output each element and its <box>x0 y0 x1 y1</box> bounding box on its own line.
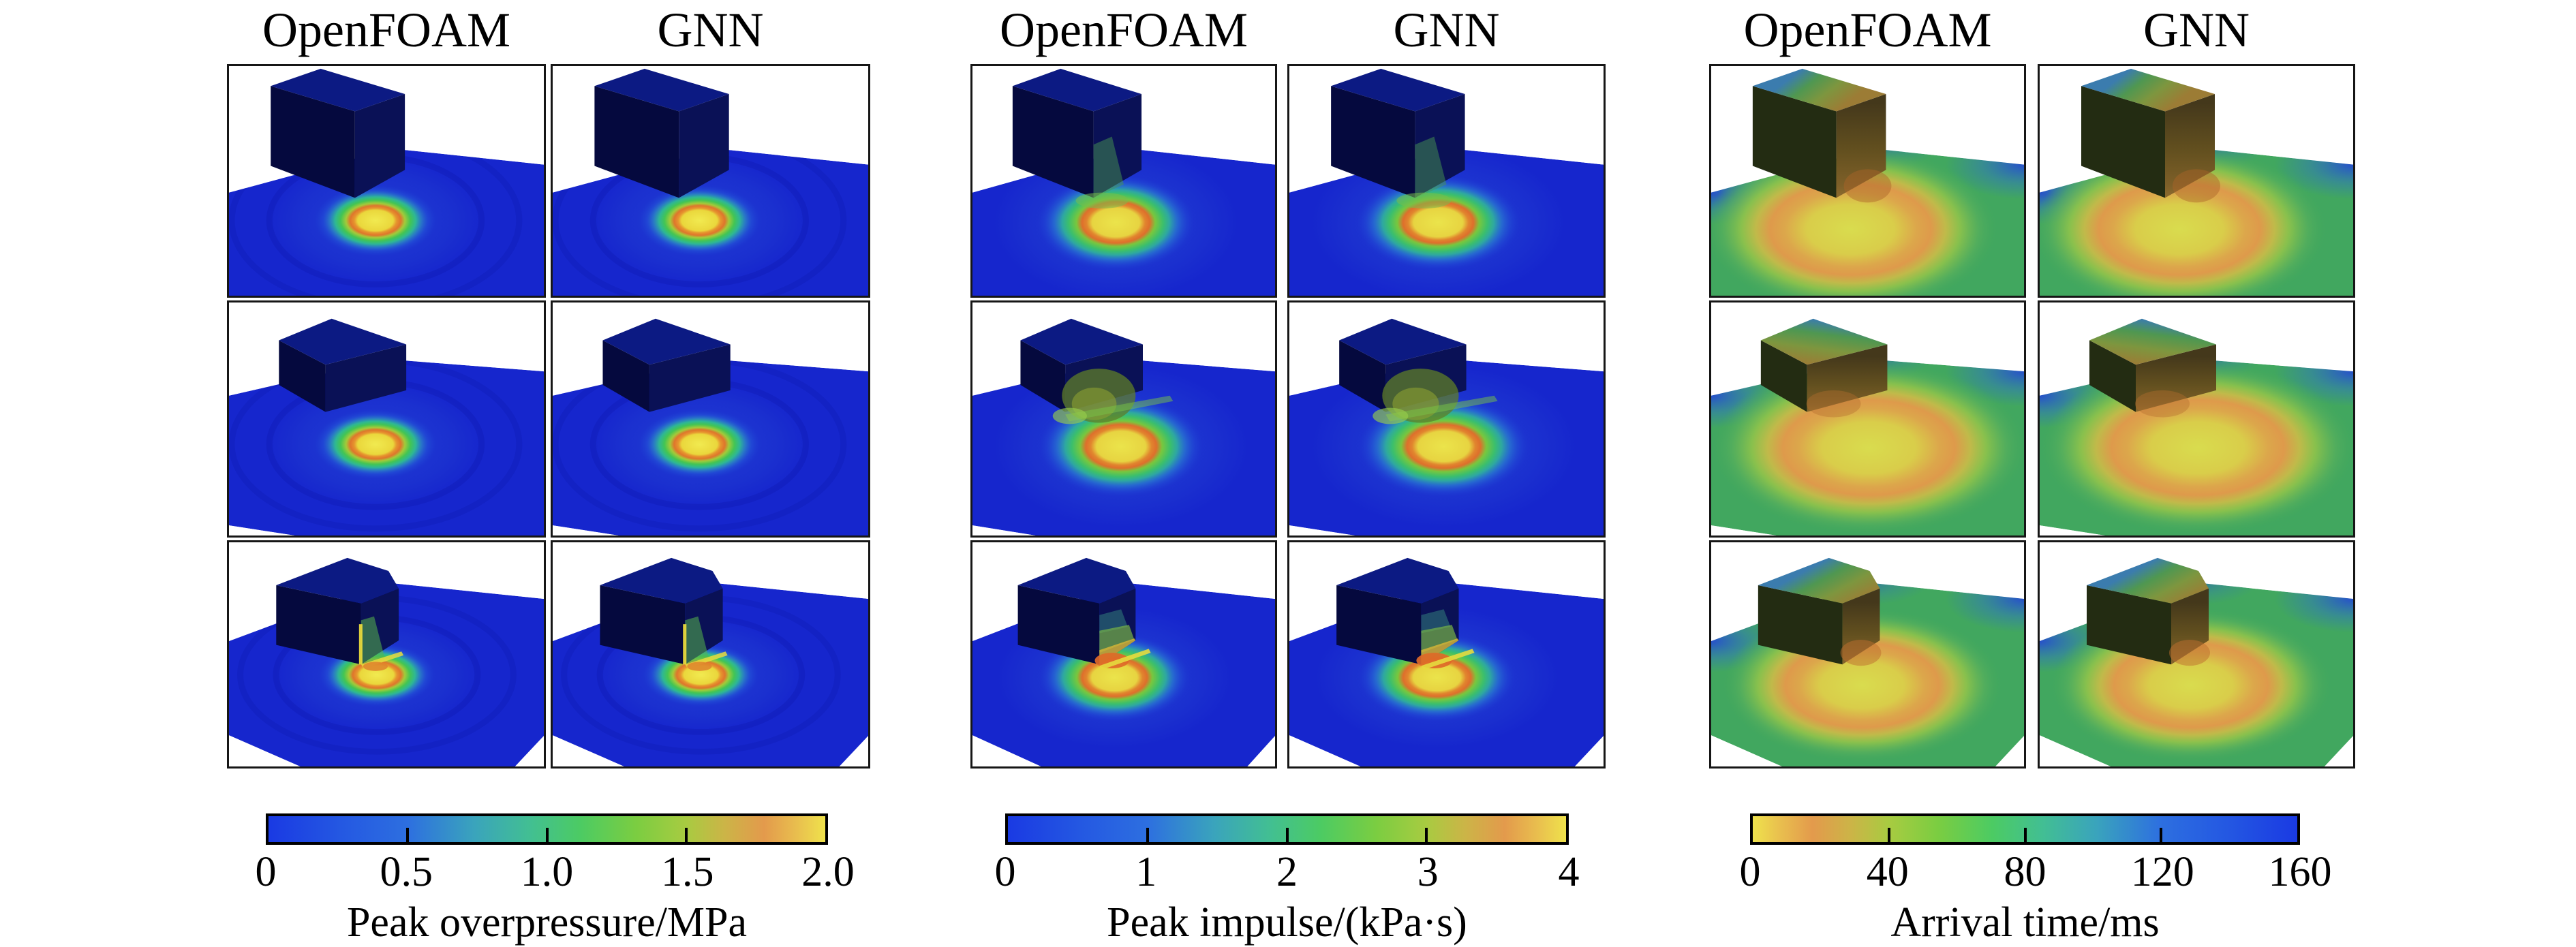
column-header-openfoam: OpenFOAM <box>999 3 1248 57</box>
colorbar-tick-mark <box>1887 828 1890 842</box>
colorbar-caption-impulse: Peak impulse/(kPa·s) <box>1107 899 1467 946</box>
column-headers: OpenFOAM GNN <box>1709 0 2355 60</box>
scene-arrival-openfoam-row3 <box>1709 540 2026 769</box>
panel-peak-impulse: OpenFOAM GNN 0 1 2 3 4 Peak impulse/(kPa… <box>970 0 1606 947</box>
column-header-gnn: GNN <box>657 3 764 57</box>
scene-impulse-gnn-row1 <box>1287 64 1606 298</box>
colorbar-tick-label: 2 <box>1276 849 1298 895</box>
colorbar-tick-label: 0.5 <box>380 849 433 895</box>
colorbar-tick-mark <box>1146 828 1149 842</box>
column-header-gnn: GNN <box>2143 3 2250 57</box>
scene-arrival-openfoam-row1 <box>1709 64 2026 298</box>
scene-grid <box>970 64 1606 769</box>
colorbar-tick-label: 0 <box>255 849 277 895</box>
panel-peak-overpressure: OpenFOAM GNN 0 0.5 1.0 1.5 2.0 Peak over… <box>227 0 870 947</box>
scene-overpressure-gnn-row2 <box>551 300 870 538</box>
scene-arrival-gnn-row1 <box>2038 64 2355 298</box>
colorbar-arrival-time <box>1750 813 2300 845</box>
colorbar-tick-label: 3 <box>1417 849 1439 895</box>
scene-arrival-gnn-row3 <box>2038 540 2355 769</box>
colorbar-tick-label: 4 <box>1558 849 1580 895</box>
colorbar-caption-arrival-time: Arrival time/ms <box>1890 899 2160 946</box>
scene-impulse-gnn-row3 <box>1287 540 1606 769</box>
scene-impulse-gnn-row2 <box>1287 300 1606 538</box>
scene-overpressure-gnn-row1 <box>551 64 870 298</box>
colorbar-tick-label: 80 <box>2004 849 2046 895</box>
scene-impulse-openfoam-row2 <box>970 300 1277 538</box>
colorbar-tick-mark <box>406 828 410 842</box>
colorbar-tick-labels: 0 40 80 120 160 <box>1740 845 2332 899</box>
scene-overpressure-gnn-row3 <box>551 540 870 769</box>
column-header-openfoam: OpenFOAM <box>262 3 510 57</box>
scene-impulse-openfoam-row3 <box>970 540 1277 769</box>
panel-arrival-time: OpenFOAM GNN 0 40 80 120 160 Arrival tim… <box>1709 0 2355 947</box>
scene-overpressure-openfoam-row2 <box>227 300 546 538</box>
colorbar-tick-mark <box>1285 828 1289 842</box>
scene-impulse-openfoam-row1 <box>970 64 1277 298</box>
colorbar-tick-label: 40 <box>1866 849 1909 895</box>
colorbar-tick-mark <box>2160 828 2163 842</box>
colorbar-tick-mark <box>1425 828 1428 842</box>
colorbar-tick-label: 1.0 <box>520 849 574 895</box>
column-headers: OpenFOAM GNN <box>227 0 870 60</box>
scene-arrival-gnn-row2 <box>2038 300 2355 538</box>
scene-overpressure-openfoam-row1 <box>227 64 546 298</box>
colorbar-tick-mark <box>2023 828 2027 842</box>
column-headers: OpenFOAM GNN <box>970 0 1606 60</box>
scene-grid <box>1709 64 2355 769</box>
scene-arrival-openfoam-row2 <box>1709 300 2026 538</box>
column-header-openfoam: OpenFOAM <box>1743 3 1992 57</box>
colorbar-overpressure <box>266 813 828 845</box>
colorbar-tick-labels: 0 1 2 3 4 <box>995 845 1580 899</box>
colorbar-tick-label: 1.5 <box>661 849 714 895</box>
scene-grid <box>227 64 870 769</box>
colorbar-tick-label: 0 <box>994 849 1016 895</box>
scene-overpressure-openfoam-row3 <box>227 540 546 769</box>
colorbar-impulse <box>1005 813 1569 845</box>
column-header-gnn: GNN <box>1393 3 1500 57</box>
colorbar-tick-label: 0 <box>1739 849 1761 895</box>
colorbar-caption-overpressure: Peak overpressure/MPa <box>346 899 748 946</box>
colorbar-tick-labels: 0 0.5 1.0 1.5 2.0 <box>256 845 855 899</box>
colorbar-tick-mark <box>545 828 549 842</box>
colorbar-tick-label: 2.0 <box>801 849 855 895</box>
colorbar-tick-label: 120 <box>2130 849 2194 895</box>
colorbar-tick-label: 160 <box>2268 849 2332 895</box>
colorbar-tick-mark <box>684 828 688 842</box>
colorbar-tick-label: 1 <box>1135 849 1157 895</box>
